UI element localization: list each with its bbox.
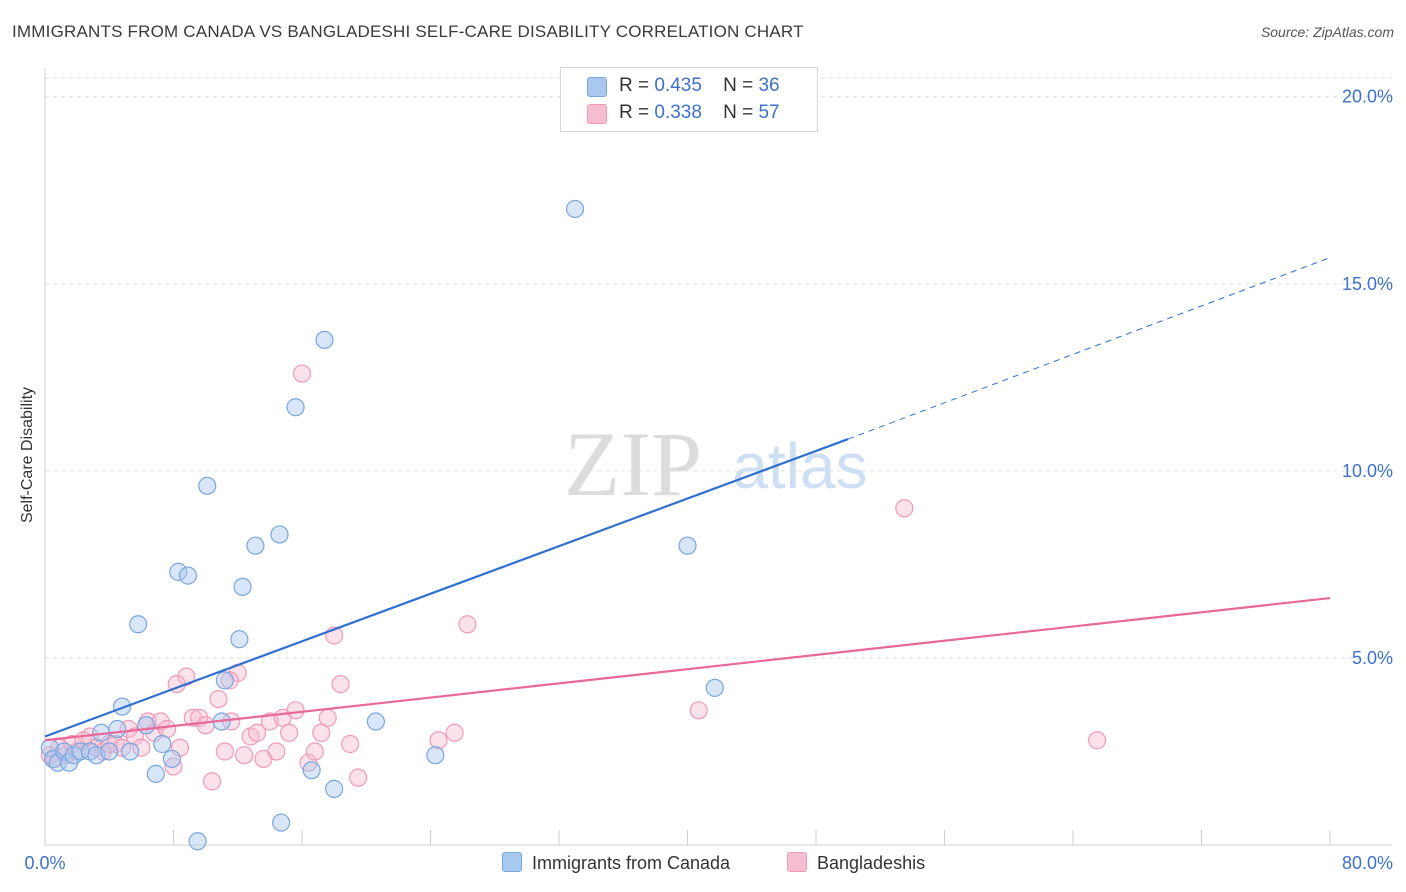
point-bangladeshis bbox=[215, 742, 234, 761]
point-immigrants-from-canada bbox=[100, 742, 119, 761]
legend-r-value-bangladeshis: 0.338 bbox=[654, 102, 702, 123]
point-immigrants-from-canada bbox=[565, 199, 585, 219]
point-bangladeshis bbox=[445, 723, 464, 742]
point-bangladeshis bbox=[312, 723, 331, 742]
trend-lines bbox=[44, 257, 1331, 742]
point-bangladeshis bbox=[235, 746, 254, 765]
legend-swatch-canada bbox=[587, 77, 607, 97]
y-tick-label: 15.0% bbox=[1342, 274, 1393, 294]
point-bangladeshis bbox=[1087, 731, 1107, 750]
point-bangladeshis bbox=[331, 675, 350, 694]
legend-n-value-bangladeshis: 57 bbox=[758, 102, 780, 123]
tick-labels: 5.0% 10.0% 15.0% 20.0% 0.0% 80.0% bbox=[24, 87, 1393, 873]
point-bangladeshis bbox=[458, 615, 477, 634]
y-axis-label: Self-Care Disability bbox=[19, 386, 36, 524]
point-immigrants-from-canada bbox=[272, 813, 291, 832]
y-tick-label: 5.0% bbox=[1352, 648, 1393, 668]
bottom-legend-swatch-bangladeshis bbox=[787, 852, 807, 872]
point-immigrants-from-canada bbox=[230, 630, 249, 649]
point-immigrants-from-canada bbox=[233, 577, 252, 596]
point-immigrants-from-canada bbox=[146, 764, 165, 784]
point-immigrants-from-canada bbox=[426, 746, 445, 765]
point-immigrants-from-canada bbox=[178, 566, 198, 585]
legend-swatch-bangladeshis bbox=[587, 104, 607, 124]
trend-line-canada-extension bbox=[847, 257, 1331, 440]
point-bangladeshis bbox=[220, 671, 239, 690]
x-tick-label-min: 0.0% bbox=[24, 853, 65, 873]
point-immigrants-from-canada bbox=[112, 697, 132, 716]
point-immigrants-from-canada bbox=[121, 742, 140, 761]
point-bangladeshis bbox=[292, 364, 312, 383]
watermark-zip: ZIP bbox=[564, 413, 702, 515]
point-immigrants-from-canada bbox=[325, 779, 344, 798]
point-immigrants-from-canada bbox=[315, 330, 334, 350]
watermark-atlas: atlas bbox=[732, 430, 867, 502]
point-bangladeshis bbox=[895, 499, 914, 518]
point-bangladeshis bbox=[689, 701, 708, 720]
legend-r-label-bangladeshis: R = bbox=[619, 102, 650, 123]
point-bangladeshis bbox=[151, 712, 170, 731]
point-bangladeshis bbox=[164, 757, 183, 776]
source-credit: Source: ZipAtlas.com bbox=[1260, 24, 1394, 40]
point-immigrants-from-canada bbox=[246, 536, 265, 555]
point-immigrants-from-canada bbox=[198, 476, 217, 495]
bottom-legend-swatch-canada bbox=[502, 852, 522, 872]
point-bangladeshis bbox=[429, 731, 448, 750]
point-immigrants-from-canada bbox=[169, 562, 188, 581]
legend-n-label-bangladeshis: N = bbox=[723, 102, 754, 123]
correlation-legend: R = 0.435 N = 36 R = 0.338 N = 57 bbox=[560, 67, 818, 132]
legend-r-label-canada: R = bbox=[619, 75, 650, 96]
point-immigrants-from-canada bbox=[366, 712, 385, 731]
point-bangladeshis bbox=[247, 723, 267, 742]
point-bangladeshis bbox=[305, 742, 324, 761]
point-immigrants-from-canada bbox=[705, 678, 724, 697]
grid-lines bbox=[45, 77, 1392, 659]
point-bangladeshis bbox=[196, 716, 215, 735]
point-immigrants-from-canada bbox=[302, 761, 321, 780]
bottom-legend-bangladeshis: Bangladeshis bbox=[787, 852, 925, 874]
y-tick-label: 20.0% bbox=[1342, 87, 1393, 107]
point-immigrants-from-canada bbox=[678, 536, 697, 555]
points-immigrants-from-canada bbox=[40, 199, 724, 851]
legend-n-value-canada: 36 bbox=[758, 75, 780, 96]
axes bbox=[44, 68, 1392, 846]
bottom-legend-label-canada: Immigrants from Canada bbox=[532, 853, 731, 873]
point-bangladeshis bbox=[202, 772, 222, 791]
point-immigrants-from-canada bbox=[188, 832, 207, 851]
point-bangladeshis bbox=[286, 701, 305, 720]
legend-r-value-canada: 0.435 bbox=[654, 75, 702, 96]
point-bangladeshis bbox=[349, 768, 368, 787]
point-bangladeshis bbox=[280, 723, 299, 742]
point-bangladeshis bbox=[209, 689, 228, 709]
trend-line-bangladeshis bbox=[44, 596, 1331, 742]
point-bangladeshis bbox=[318, 708, 337, 727]
point-immigrants-from-canada bbox=[129, 615, 148, 634]
point-bangladeshis bbox=[267, 742, 286, 761]
point-bangladeshis bbox=[341, 734, 360, 754]
chart-title: IMMIGRANTS FROM CANADA VS BANGLADESHI SE… bbox=[12, 22, 804, 41]
point-immigrants-from-canada bbox=[215, 671, 234, 690]
x-tick-label-max: 80.0% bbox=[1342, 853, 1393, 873]
watermark: ZIP atlas bbox=[564, 413, 868, 515]
bottom-legend-canada: Immigrants from Canada bbox=[502, 852, 730, 874]
point-immigrants-from-canada bbox=[108, 719, 127, 739]
legend-n-label-canada: N = bbox=[723, 75, 754, 96]
bottom-legend-label-bangladeshis: Bangladeshis bbox=[817, 853, 926, 873]
point-bangladeshis bbox=[132, 738, 151, 757]
point-immigrants-from-canada bbox=[55, 742, 74, 761]
point-immigrants-from-canada bbox=[162, 749, 181, 769]
trend-line-canada bbox=[44, 438, 849, 738]
point-immigrants-from-canada bbox=[286, 398, 305, 417]
point-immigrants-from-canada bbox=[137, 716, 156, 735]
y-tick-label: 10.0% bbox=[1342, 461, 1393, 481]
point-immigrants-from-canada bbox=[270, 525, 289, 544]
point-immigrants-from-canada bbox=[153, 734, 172, 754]
